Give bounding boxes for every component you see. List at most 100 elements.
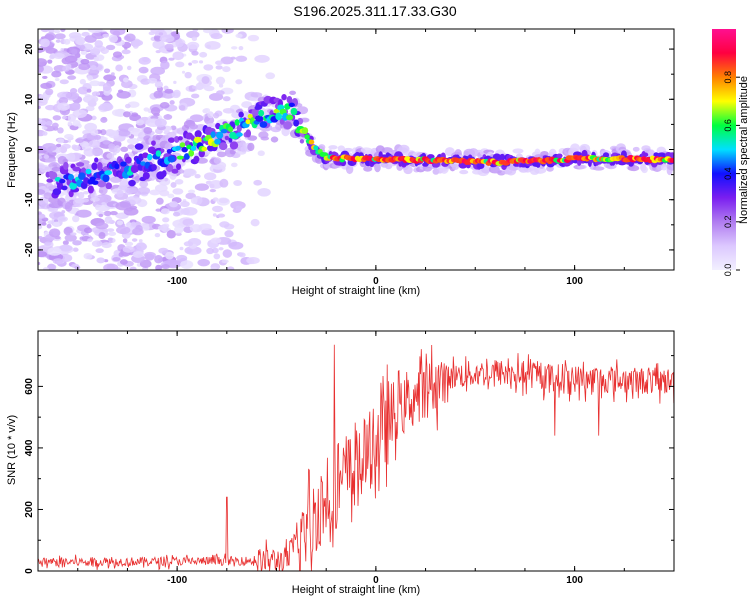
heatmap-halo: [99, 185, 108, 195]
heatmap-speckle: [144, 251, 156, 259]
heatmap-speckle: [169, 100, 175, 105]
heatmap-speckle: [54, 33, 66, 40]
heatmap-halo: [328, 145, 338, 150]
heatmap-speckle: [159, 34, 175, 43]
heatmap-speckle: [38, 211, 42, 215]
heatmap-ridge: [155, 150, 162, 157]
snr-series-line: [38, 344, 674, 571]
heatmap-halo: [106, 152, 115, 159]
heatmap-speckle: [91, 115, 97, 121]
colorbar-gradient: [712, 29, 736, 270]
heatmap-speckle: [126, 137, 139, 145]
heatmap-speckle: [103, 263, 119, 270]
heatmap-ridge: [78, 172, 86, 180]
heatmap-speckle: [72, 240, 82, 246]
heatmap-speckle: [129, 205, 138, 210]
heatmap-speckle: [180, 200, 190, 208]
heatmap-speckle: [169, 201, 179, 208]
heatmap-speckle: [64, 133, 74, 140]
heatmap-speckle: [238, 252, 246, 258]
heatmap-speckle: [45, 104, 56, 111]
heatmap-speckle: [38, 235, 43, 240]
heatmap-speckle: [68, 103, 81, 111]
heatmap-speckle: [72, 215, 80, 223]
heatmap-speckle: [167, 193, 175, 199]
heatmap-speckle: [149, 189, 161, 196]
heatmap-body: [194, 130, 202, 138]
heatmap-halo: [398, 144, 410, 154]
heatmap-speckle: [80, 58, 90, 65]
heatmap-speckle: [235, 79, 243, 85]
heatmap-speckle: [48, 29, 55, 34]
heatmap-speckle: [171, 91, 181, 99]
heatmap-speckle: [54, 77, 60, 82]
heatmap-speckle: [43, 267, 50, 270]
heatmap-halo: [166, 131, 177, 139]
snr-x-tick-label: 100: [566, 575, 583, 586]
heatmap-ridge: [293, 119, 300, 127]
heatmap-speckle: [158, 32, 164, 36]
heatmap-speckle: [72, 120, 81, 127]
heatmap-ridge: [69, 181, 78, 190]
heatmap-body: [281, 94, 287, 101]
heatmap-ridge: [220, 128, 228, 134]
heatmap-halo: [110, 176, 122, 183]
heatmap-speckle: [196, 228, 202, 232]
heatmap-speckle: [124, 103, 131, 109]
heatmap-speckle: [123, 111, 131, 118]
heatmap-speckle: [46, 223, 52, 229]
heatmap-blobs: [38, 29, 674, 270]
heatmap-speckle: [59, 79, 69, 85]
heatmap-speckle: [117, 129, 131, 137]
heatmap-halo: [289, 90, 297, 96]
heatmap-ridge: [104, 170, 113, 176]
heatmap-speckle: [111, 109, 124, 117]
heatmap-speckle: [228, 241, 244, 250]
heatmap-speckle: [128, 127, 136, 133]
heatmap-ridge: [214, 138, 221, 145]
heatmap-speckle: [165, 251, 174, 260]
snr-y-ticks: 0 200 400 600: [24, 355, 674, 574]
heatmap-speckle: [41, 126, 48, 130]
heatmap-speckle: [149, 118, 155, 124]
heatmap-speckle: [80, 50, 88, 55]
heatmap-speckle: [98, 213, 104, 218]
heatmap-ridge: [288, 102, 295, 108]
heatmap-speckle: [203, 107, 211, 113]
heatmap-y-tick-label: 0: [24, 146, 35, 152]
heatmap-halo: [74, 198, 85, 204]
heatmap-body: [477, 163, 485, 170]
heatmap-speckle: [52, 230, 59, 237]
heatmap-speckle: [210, 237, 222, 244]
heatmap-speckle: [53, 29, 61, 34]
heatmap-body: [193, 155, 200, 163]
heatmap-halo: [213, 112, 220, 119]
heatmap-speckle: [40, 29, 50, 33]
snr-panel: -100 0 100 0 200 400 600 Height of straight l…: [6, 330, 675, 596]
heatmap-halo: [207, 111, 214, 119]
heatmap-halo: [216, 151, 227, 158]
heatmap-halo: [118, 185, 128, 191]
heatmap-speckle: [184, 71, 192, 79]
heatmap-speckle: [141, 215, 156, 224]
heatmap-halo: [43, 192, 52, 200]
heatmap-ridge: [216, 131, 224, 139]
heatmap-speckle: [52, 258, 64, 265]
heatmap-body: [134, 143, 144, 150]
heatmap-halo: [92, 148, 104, 156]
heatmap-speckle: [135, 119, 145, 126]
heatmap-ridge: [259, 121, 268, 128]
heatmap-speckle: [218, 247, 224, 251]
heatmap-speckle: [173, 80, 177, 85]
heatmap-x-label: Height of straight line (km): [292, 285, 420, 297]
heatmap-ridge: [166, 148, 172, 154]
heatmap-ridge: [308, 139, 315, 145]
heatmap-halo: [45, 182, 54, 189]
heatmap-ridge: [102, 174, 110, 183]
heatmap-halo: [592, 166, 605, 171]
heatmap-halo: [660, 164, 668, 171]
heatmap-speckle: [87, 238, 93, 243]
heatmap-speckle: [98, 231, 106, 239]
